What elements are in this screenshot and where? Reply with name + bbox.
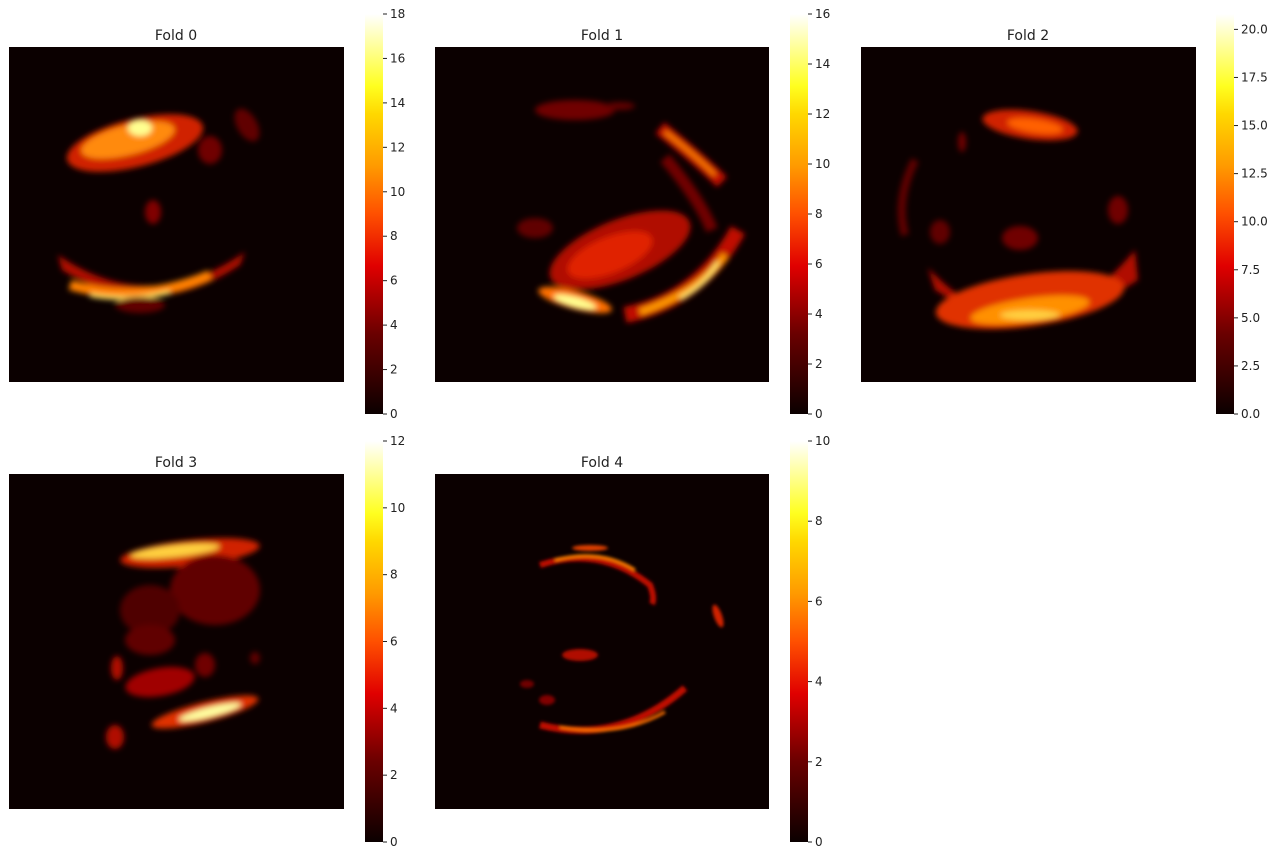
heatmap-image-fold-3 — [9, 474, 344, 809]
colorbar-tick-label: 15.0 — [1241, 119, 1268, 133]
heatmap-panel-fold-3: Fold 3 0 2 4 6 8 10 12 — [9, 434, 405, 849]
panel-title-fold-2: Fold 2 — [1007, 28, 1049, 44]
heatmap-image-fold-4 — [435, 474, 769, 809]
heatmap-panel-fold-0: Fold 0 0 2 4 6 8 10 12 14 16 18 — [9, 7, 405, 421]
colorbar-tick-label: 4 — [390, 318, 398, 332]
colorbar-tick-label: 7.5 — [1241, 263, 1260, 277]
colorbar-tick-label: 16 — [815, 7, 830, 21]
colorbar-fold-1 — [790, 14, 808, 414]
colorbar-tick-label: 2 — [390, 363, 398, 377]
colorbar-fold-0 — [365, 14, 383, 414]
colorbar-tick-label: 2 — [390, 768, 398, 782]
colorbar-tick-label: 0 — [815, 407, 823, 421]
colorbar-ticks-fold-2: 0.0 2.5 5.0 7.5 10.0 12.5 15.0 17.5 20.0 — [1234, 22, 1268, 421]
colorbar-ticks-fold-0: 0 2 4 6 8 10 12 14 16 18 — [383, 7, 405, 421]
colorbar-tick-label: 10.0 — [1241, 215, 1268, 229]
colorbar-tick-label: 18 — [390, 7, 405, 21]
colorbar-tick-label: 12 — [390, 434, 405, 448]
colorbar-tick-label: 8 — [815, 514, 823, 528]
colorbar-tick-label: 10 — [390, 185, 405, 199]
colorbar-tick-label: 4 — [815, 675, 823, 689]
colorbar-tick-label: 10 — [815, 434, 830, 448]
heatmap-panel-fold-4: Fold 4 0 2 4 6 8 10 — [435, 434, 830, 849]
heatmap-image-fold-1 — [435, 47, 769, 382]
colorbar-tick-label: 10 — [815, 157, 830, 171]
colorbar-tick-label: 6 — [390, 635, 398, 649]
colorbar-fold-3 — [365, 441, 383, 842]
panel-title-fold-3: Fold 3 — [155, 455, 197, 471]
colorbar-tick-label: 5.0 — [1241, 311, 1260, 325]
heatmap-blobs-fold-1 — [517, 100, 746, 323]
colorbar-tick-label: 12 — [390, 140, 405, 154]
colorbar-tick-label: 14 — [390, 96, 405, 110]
colorbar-tick-label: 16 — [390, 51, 405, 65]
colorbar-tick-label: 12.5 — [1241, 167, 1268, 181]
colorbar-tick-label: 2 — [815, 357, 823, 371]
colorbar-tick-label: 20.0 — [1241, 22, 1268, 36]
colorbar-tick-label: 0 — [390, 835, 398, 849]
heatmap-image-fold-2 — [861, 47, 1196, 382]
heatmap-panel-fold-1: Fold 1 0 2 4 6 8 10 12 14 16 — [435, 7, 830, 421]
colorbar-tick-label: 2.5 — [1241, 359, 1260, 373]
colorbar-tick-label: 2 — [815, 755, 823, 769]
colorbar-ticks-fold-3: 0 2 4 6 8 10 12 — [383, 434, 405, 849]
heatmap-blobs-fold-0 — [58, 108, 260, 313]
heatmap-blobs-fold-3 — [106, 538, 260, 749]
colorbar-tick-label: 6 — [390, 274, 398, 288]
heatmap-blobs-fold-2 — [897, 109, 1138, 329]
heatmap-blobs-fold-4 — [520, 545, 724, 734]
colorbar-tick-label: 4 — [815, 307, 823, 321]
colorbar-tick-label: 8 — [390, 568, 398, 582]
heatmap-panel-fold-2: Fold 2 0.0 2.5 5.0 7.5 10.0 12.5 15.0 17.5 20.0 — [861, 14, 1268, 421]
colorbar-ticks-fold-4: 0 2 4 6 8 10 — [808, 434, 830, 849]
colorbar-tick-label: 14 — [815, 57, 830, 71]
colorbar-tick-label: 0 — [815, 835, 823, 849]
colorbar-fold-2 — [1216, 14, 1234, 414]
colorbar-tick-label: 12 — [815, 107, 830, 121]
heatmap-image-fold-0 — [9, 47, 344, 382]
panel-title-fold-4: Fold 4 — [581, 455, 623, 471]
colorbar-fold-4 — [790, 441, 808, 842]
colorbar-tick-label: 8 — [815, 207, 823, 221]
panel-title-fold-0: Fold 0 — [155, 28, 197, 44]
colorbar-tick-label: 0.0 — [1241, 407, 1260, 421]
colorbar-tick-label: 0 — [390, 407, 398, 421]
panel-title-fold-1: Fold 1 — [581, 28, 623, 44]
colorbar-tick-label: 6 — [815, 257, 823, 271]
colorbar-tick-label: 17.5 — [1241, 70, 1268, 84]
colorbar-ticks-fold-1: 0 2 4 6 8 10 12 14 16 — [808, 7, 830, 421]
colorbar-tick-label: 4 — [390, 701, 398, 715]
colorbar-tick-label: 8 — [390, 229, 398, 243]
colorbar-tick-label: 10 — [390, 501, 405, 515]
colorbar-tick-label: 6 — [815, 594, 823, 608]
